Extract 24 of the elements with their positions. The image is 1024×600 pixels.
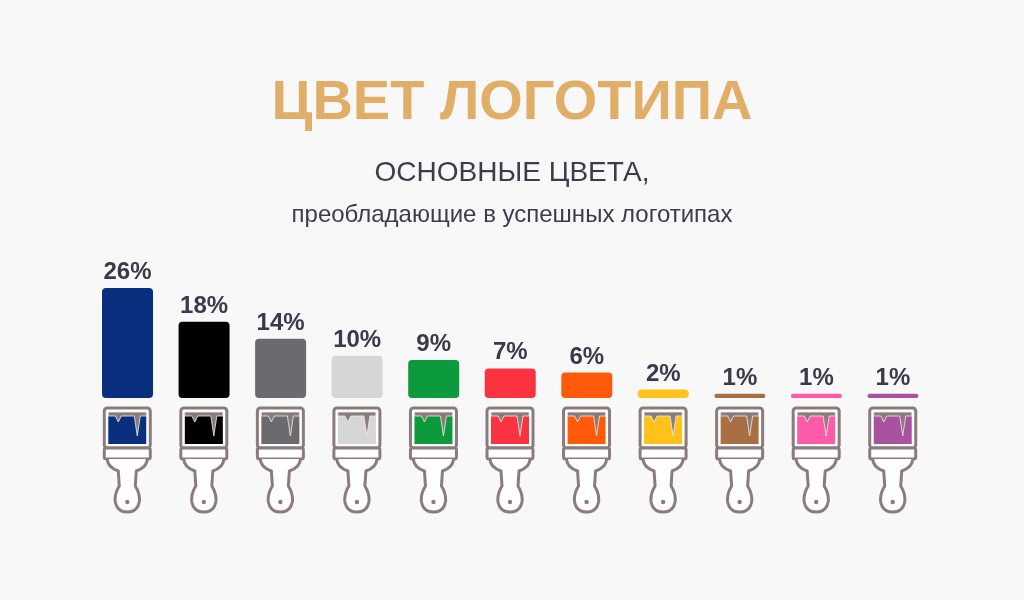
bar <box>484 368 536 398</box>
bar <box>102 288 154 398</box>
chart-subtitle: ОСНОВНЫЕ ЦВЕТА, преобладающие в успешных логотипах <box>290 155 734 229</box>
bar <box>561 372 613 398</box>
bar <box>331 355 383 398</box>
data-label: 2% <box>645 358 681 386</box>
data-label: 14% <box>256 307 305 335</box>
data-label: 6% <box>569 341 605 369</box>
bar <box>178 321 230 398</box>
bar <box>867 393 919 398</box>
data-label: 1% <box>875 362 911 390</box>
data-label: 10% <box>333 324 382 352</box>
bar <box>255 338 307 398</box>
bar <box>790 393 842 398</box>
data-label: 1% <box>722 362 758 390</box>
data-label: 26% <box>103 257 152 284</box>
bar <box>408 359 460 398</box>
data-label: 18% <box>180 290 229 318</box>
chart-title: ЦВЕТ ЛОГОТИПА <box>270 68 754 131</box>
bar <box>714 393 766 398</box>
data-label: 9% <box>416 328 452 356</box>
data-label: 1% <box>799 362 834 390</box>
bar <box>637 389 689 398</box>
data-label: 7% <box>492 337 528 365</box>
